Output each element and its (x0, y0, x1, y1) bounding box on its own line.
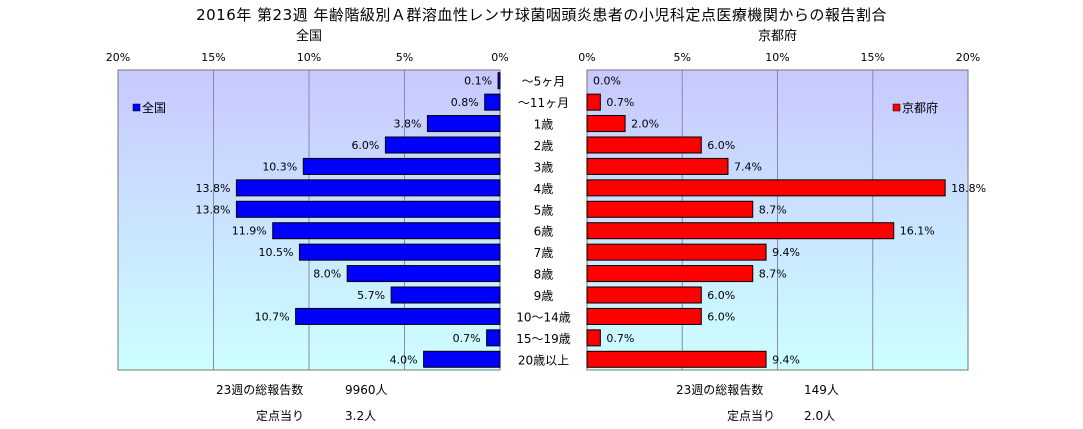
category-label: 7歳 (534, 246, 554, 260)
right-tick-label: 15% (861, 51, 885, 64)
right-data-label: 7.4% (734, 160, 762, 173)
right-bar (586, 265, 754, 283)
left-data-label: 0.1% (464, 75, 492, 88)
right-bar (586, 200, 754, 218)
left-data-label: 4.0% (390, 353, 418, 366)
left-bar (423, 350, 501, 368)
left-tick-label: 10% (297, 51, 321, 64)
category-label: 9歳 (534, 289, 554, 303)
right-data-label: 8.7% (759, 203, 787, 216)
category-label: 4歳 (534, 182, 554, 196)
left-data-label: 10.7% (255, 310, 290, 323)
left-legend-swatch (132, 103, 141, 112)
right-bar (586, 136, 702, 154)
left-bar (384, 136, 501, 154)
right-tick-label: 10% (765, 51, 789, 64)
left-data-label: 13.8% (195, 203, 230, 216)
left-bar (390, 286, 501, 304)
category-label: 10～14歳 (516, 310, 571, 324)
category-label: 1歳 (534, 118, 554, 132)
right-data-label: 16.1% (900, 225, 935, 238)
category-label: 15～19歳 (516, 332, 571, 346)
right-data-label: 6.0% (707, 139, 735, 152)
left-total-value: 9960人 (345, 383, 388, 397)
left-panel-title: 全国 (296, 28, 322, 44)
left-bar (235, 179, 501, 197)
category-label: 20歳以上 (518, 353, 569, 367)
left-bar (497, 72, 501, 90)
right-tick-label: 5% (674, 51, 691, 64)
right-data-label: 0.0% (593, 75, 621, 88)
right-data-label: 8.7% (759, 268, 787, 281)
category-label: ～11ヶ月 (518, 96, 569, 110)
left-bar (486, 329, 501, 347)
left-bar (302, 157, 501, 175)
right-bar (586, 222, 895, 240)
right-bar (586, 329, 601, 347)
right-data-label: 2.0% (631, 118, 659, 131)
right-bar (586, 307, 702, 325)
right-bar (586, 350, 767, 368)
category-label: 2歳 (534, 139, 554, 153)
left-bar (295, 307, 501, 325)
left-tick-label: 15% (201, 51, 225, 64)
left-bar (346, 265, 501, 283)
right-plot-border (586, 69, 969, 371)
right-bar (586, 115, 626, 133)
left-data-label: 0.7% (453, 332, 481, 345)
left-tick-label: 0% (491, 51, 508, 64)
right-bar (586, 243, 767, 261)
left-tick-label: 20% (106, 51, 130, 64)
category-label: 3歳 (534, 160, 554, 174)
category-label: ～5ヶ月 (522, 75, 566, 89)
left-bar (426, 115, 501, 133)
category-label: 5歳 (534, 203, 554, 217)
right-total-label: 23週の総報告数 (676, 383, 764, 397)
right-per-value: 2.0人 (804, 409, 836, 423)
left-per-value: 3.2人 (345, 409, 377, 423)
right-legend-label: 京都府 (902, 100, 938, 115)
right-data-label: 9.4% (772, 353, 800, 366)
left-per-label: 定点当り (256, 409, 305, 423)
right-bar (586, 93, 601, 111)
right-data-label: 6.0% (707, 310, 735, 323)
chart-title: 2016年 第23週 年齢階級別Ａ群溶血性レンサ球菌咽頭炎患者の小児科定点医療機… (196, 6, 887, 24)
category-label: 8歳 (534, 268, 554, 282)
right-panel-title: 京都府 (758, 29, 797, 44)
right-data-label: 6.0% (707, 289, 735, 302)
right-tick-label: 0% (578, 51, 595, 64)
right-bar (586, 286, 702, 304)
right-per-label: 定点当り (727, 409, 776, 423)
right-tick-label: 20% (956, 51, 980, 64)
right-bar (586, 179, 946, 197)
left-data-label: 13.8% (195, 182, 230, 195)
right-bar (586, 157, 729, 175)
right-data-label: 9.4% (772, 246, 800, 259)
left-data-label: 8.0% (313, 268, 341, 281)
left-legend-label: 全国 (142, 100, 166, 115)
left-plot-border (117, 69, 501, 371)
left-data-label: 10.5% (258, 246, 293, 259)
left-data-label: 11.9% (232, 225, 267, 238)
left-data-label: 3.8% (393, 118, 421, 131)
left-total-label: 23週の総報告数 (216, 383, 304, 397)
left-bar (235, 200, 501, 218)
category-label: 6歳 (534, 225, 554, 239)
left-data-label: 5.7% (357, 289, 385, 302)
left-bar (298, 243, 501, 261)
left-bar (272, 222, 501, 240)
right-data-label: 0.7% (606, 332, 634, 345)
left-tick-label: 5% (396, 51, 413, 64)
left-bar (484, 93, 501, 111)
left-data-label: 6.0% (351, 139, 379, 152)
right-legend-swatch (892, 103, 901, 112)
left-data-label: 10.3% (262, 160, 297, 173)
right-data-label: 0.7% (606, 96, 634, 109)
right-total-value: 149人 (804, 383, 839, 397)
right-data-label: 18.8% (951, 182, 986, 195)
left-data-label: 0.8% (451, 96, 479, 109)
